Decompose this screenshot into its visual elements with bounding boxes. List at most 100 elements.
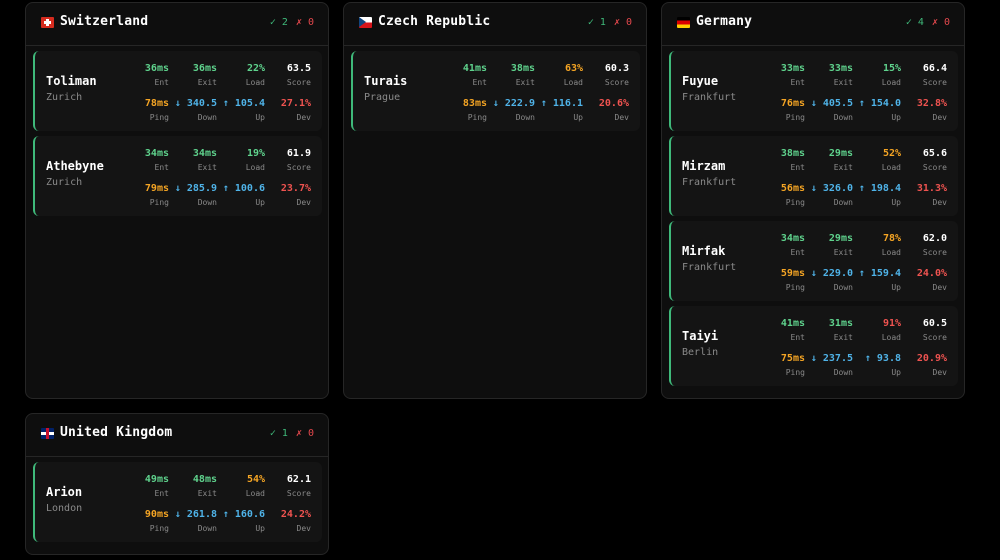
server-name: Arion: [46, 485, 83, 499]
metric-score: 62.0 Score: [922, 233, 947, 257]
server-name: Mirzam: [682, 159, 726, 173]
metric-score: 60.3 Score: [604, 63, 629, 87]
metric-entry-latency: 41ms Ent: [780, 318, 805, 342]
server-card-fuyue[interactable]: Fuyue Frankfurt 33ms Ent 33ms Exit 15% Load…: [669, 51, 958, 131]
metric-deviation: 23.7% Dev: [280, 183, 311, 207]
metric-exit-latency: 48ms Exit: [192, 474, 217, 498]
metric-upload: ↑ 160.6 Up: [222, 509, 265, 533]
country-panel-czech-republic: Czech Republic ✓ 1 ✗ 0 Turais Prague 41ms…: [343, 2, 647, 399]
metric-ping: 75ms Ping: [780, 353, 805, 377]
country-name: Germany: [696, 14, 753, 29]
switzerland-flag-icon: [41, 17, 54, 28]
panel-header: Germany ✓ 4 ✗ 0: [662, 3, 964, 46]
metric-upload: ↑ 105.4 Up: [222, 98, 265, 122]
status-counts: ✓ 1 ✗ 0: [270, 428, 314, 439]
metric-load: 52% Load: [881, 148, 901, 172]
metric-load: 78% Load: [881, 233, 901, 257]
country-name: Switzerland: [60, 14, 149, 29]
server-name: Fuyue: [682, 74, 719, 88]
server-card-arion[interactable]: Arion London 49ms Ent 48ms Exit 54% Load 62…: [33, 462, 322, 542]
metric-entry-latency: 36ms Ent: [144, 63, 169, 87]
server-city: London: [46, 503, 83, 514]
ok-count: ✓ 4: [905, 17, 924, 28]
server-city: Frankfurt: [682, 92, 737, 103]
metric-score: 60.5 Score: [922, 318, 947, 342]
metric-deviation: 24.2% Dev: [280, 509, 311, 533]
metric-download: ↓ 326.0 Down: [810, 183, 853, 207]
server-card-mirzam[interactable]: Mirzam Frankfurt 38ms Ent 29ms Exit 52% Loa…: [669, 136, 958, 216]
metric-entry-latency: 38ms Ent: [780, 148, 805, 172]
metric-load: 19% Load: [245, 148, 265, 172]
metric-deviation: 24.0% Dev: [916, 268, 947, 292]
metric-ping: 78ms Ping: [144, 98, 169, 122]
metric-ping: 76ms Ping: [780, 98, 805, 122]
metric-upload: ↑ 93.8 Up: [864, 353, 901, 377]
server-city: Zurich: [46, 92, 83, 103]
metric-exit-latency: 36ms Exit: [192, 63, 217, 87]
fail-count: ✗ 0: [931, 17, 950, 28]
server-name: Turais: [364, 74, 408, 88]
server-card-toliman[interactable]: Toliman Zurich 36ms Ent 36ms Exit 22% Load …: [33, 51, 322, 131]
metric-download: ↓ 229.0 Down: [810, 268, 853, 292]
metric-deviation: 20.6% Dev: [598, 98, 629, 122]
server-name: Taiyi: [682, 329, 719, 343]
server-name: Athebyne: [46, 159, 104, 173]
status-counts: ✓ 1 ✗ 0: [588, 17, 632, 28]
ok-count: ✓ 1: [269, 428, 288, 439]
server-city: Frankfurt: [682, 177, 737, 188]
metric-download: ↓ 405.5 Down: [810, 98, 853, 122]
metric-score: 66.4 Score: [922, 63, 947, 87]
metric-download: ↓ 222.9 Down: [492, 98, 535, 122]
server-card-mirfak[interactable]: Mirfak Frankfurt 34ms Ent 29ms Exit 78% Loa…: [669, 221, 958, 301]
panel-header: Switzerland ✓ 2 ✗ 0: [26, 3, 328, 46]
panel-header: Czech Republic ✓ 1 ✗ 0: [344, 3, 646, 46]
fail-count: ✗ 0: [295, 428, 314, 439]
fail-count: ✗ 0: [613, 17, 632, 28]
country-panel-united-kingdom: United Kingdom ✓ 1 ✗ 0 Arion London 49ms E…: [25, 413, 329, 555]
panel-header: United Kingdom ✓ 1 ✗ 0: [26, 414, 328, 457]
metric-score: 65.6 Score: [922, 148, 947, 172]
metric-load: 63% Load: [563, 63, 583, 87]
ok-count: ✓ 2: [269, 17, 288, 28]
country-name: United Kingdom: [60, 425, 173, 440]
metric-exit-latency: 31ms Exit: [828, 318, 853, 342]
country-name: Czech Republic: [378, 14, 491, 29]
metric-deviation: 20.9% Dev: [916, 353, 947, 377]
metric-exit-latency: 33ms Exit: [828, 63, 853, 87]
metric-ping: 79ms Ping: [144, 183, 169, 207]
metric-ping: 90ms Ping: [144, 509, 169, 533]
metric-load: 22% Load: [245, 63, 265, 87]
status-counts: ✓ 2 ✗ 0: [270, 17, 314, 28]
server-card-taiyi[interactable]: Taiyi Berlin 41ms Ent 31ms Exit 91% Load 60…: [669, 306, 958, 386]
metric-exit-latency: 34ms Exit: [192, 148, 217, 172]
metric-entry-latency: 41ms Ent: [462, 63, 487, 87]
metric-ping: 83ms Ping: [462, 98, 487, 122]
metric-exit-latency: 29ms Exit: [828, 233, 853, 257]
country-panel-germany: Germany ✓ 4 ✗ 0 Fuyue Frankfurt 33ms Ent 3…: [661, 2, 965, 399]
metric-entry-latency: 34ms Ent: [144, 148, 169, 172]
metric-entry-latency: 34ms Ent: [780, 233, 805, 257]
metric-score: 62.1 Score: [286, 474, 311, 498]
status-counts: ✓ 4 ✗ 0: [906, 17, 950, 28]
ok-count: ✓ 1: [587, 17, 606, 28]
server-city: Prague: [364, 92, 401, 103]
server-city: Zurich: [46, 177, 83, 188]
metric-entry-latency: 33ms Ent: [780, 63, 805, 87]
metric-exit-latency: 29ms Exit: [828, 148, 853, 172]
metric-upload: ↑ 116.1 Up: [540, 98, 583, 122]
metric-upload: ↑ 154.0 Up: [858, 98, 901, 122]
metric-load: 54% Load: [245, 474, 265, 498]
metric-ping: 56ms Ping: [780, 183, 805, 207]
metric-load: 15% Load: [881, 63, 901, 87]
metric-entry-latency: 49ms Ent: [144, 474, 169, 498]
metric-deviation: 31.3% Dev: [916, 183, 947, 207]
metric-upload: ↑ 159.4 Up: [858, 268, 901, 292]
metric-deviation: 32.8% Dev: [916, 98, 947, 122]
country-panel-switzerland: Switzerland ✓ 2 ✗ 0 Toliman Zurich 36ms En…: [25, 2, 329, 399]
server-city: Berlin: [682, 347, 719, 358]
server-card-athebyne[interactable]: Athebyne Zurich 34ms Ent 34ms Exit 19% Load…: [33, 136, 322, 216]
server-city: Frankfurt: [682, 262, 737, 273]
metric-download: ↓ 340.5 Down: [174, 98, 217, 122]
server-name: Toliman: [46, 74, 97, 88]
server-card-turais[interactable]: Turais Prague 41ms Ent 38ms Exit 63% Load 6…: [351, 51, 640, 131]
